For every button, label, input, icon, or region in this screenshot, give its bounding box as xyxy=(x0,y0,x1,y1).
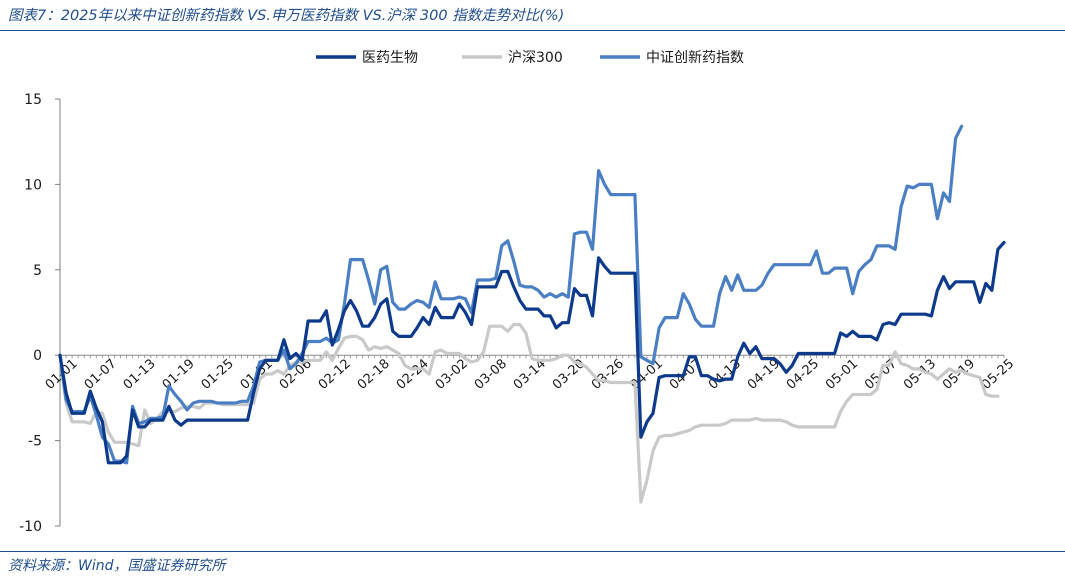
x-tick-label: 02-24 xyxy=(394,356,432,392)
chart-title: 图表7：2025年以来中证创新药指数 VS.申万医药指数 VS.沪深 300 指… xyxy=(8,8,565,24)
legend: 医药生物 沪深300 中证创新药指数 xyxy=(316,50,744,66)
x-tick-label: 02-12 xyxy=(316,356,354,392)
y-tick-label: 15 xyxy=(24,92,42,108)
x-tick-label: 01-25 xyxy=(199,356,237,392)
bottom-divider xyxy=(0,551,1065,552)
x-tick-label: 03-20 xyxy=(550,356,588,392)
x-tick-label: 03-02 xyxy=(433,356,471,392)
series-line-1 xyxy=(58,322,1000,504)
x-tick-label: 01-19 xyxy=(160,356,198,392)
y-tick-label: -5 xyxy=(28,434,42,450)
series-lines xyxy=(58,124,1006,504)
x-tick-label: 01-07 xyxy=(82,356,120,392)
x-tick-label: 02-18 xyxy=(355,356,393,392)
legend-label: 医药生物 xyxy=(362,50,418,66)
top-divider xyxy=(0,30,1065,31)
series-line-2 xyxy=(58,124,964,465)
legend-label: 中证创新药指数 xyxy=(646,50,744,66)
x-tick-label: 01-13 xyxy=(121,356,159,392)
legend-label: 沪深300 xyxy=(508,50,563,66)
source-note: 资料来源：Wind，国盛证券研究所 xyxy=(8,558,226,574)
y-tick-label: 10 xyxy=(24,177,42,193)
x-tick-label: 05-01 xyxy=(823,356,861,392)
series-line-0 xyxy=(58,240,1006,465)
y-tick-label: -10 xyxy=(19,519,42,535)
y-tick-label: 0 xyxy=(33,348,42,364)
y-tick-label: 5 xyxy=(33,263,42,279)
x-tick-label: 04-13 xyxy=(706,356,744,392)
x-tick-label: 04-25 xyxy=(784,356,822,392)
